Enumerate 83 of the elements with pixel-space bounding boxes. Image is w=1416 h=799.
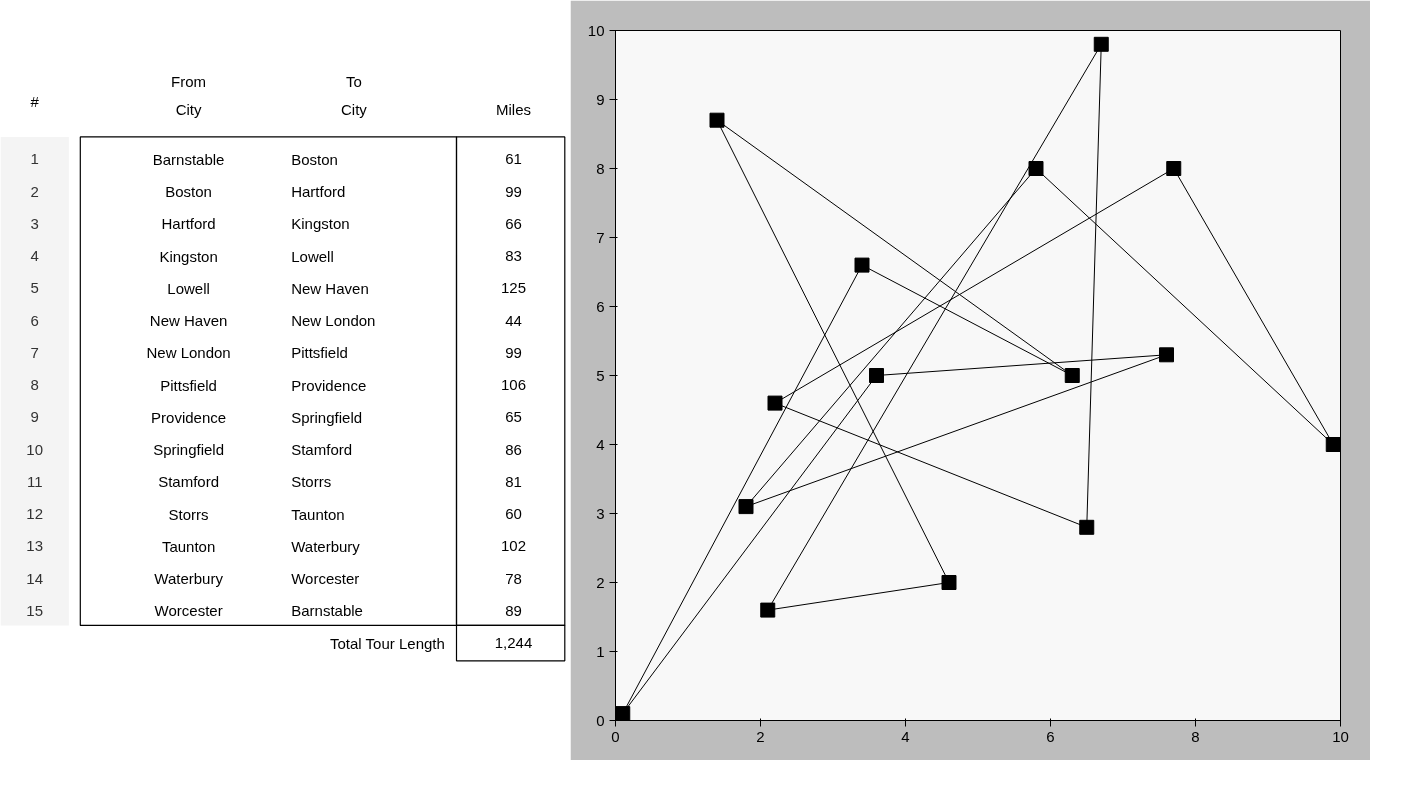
text: 65 [505,408,522,426]
x-tick-label: To City [340,73,368,118]
text: Providence [151,408,227,426]
y-tick-label: 6 [596,297,605,315]
text: Providence [291,376,367,394]
y-tick-label: 1 [596,642,605,660]
text: 1,244 [494,634,533,652]
y-tick-label: 5 [30,279,39,297]
text: 66 [505,214,522,232]
y-tick-label: 10 [587,21,605,39]
text: Pittsfield [291,344,348,362]
y-tick-label: 9 [30,408,39,426]
x-tick-label: 0 [611,727,620,745]
text: 81 [505,472,522,490]
y-tick-label: 8 [30,376,39,394]
y-tick-label: 8 [596,159,605,177]
text: New London [291,312,376,330]
y-tick-label: 2 [596,573,605,591]
text: Stamford [158,473,220,491]
text: Barnstable [152,150,225,168]
y-tick-label: 5 [596,366,605,384]
text: 60 [505,505,522,523]
text: Taunton [161,537,216,555]
y-tick-label: 12 [26,505,44,523]
text: 83 [505,247,522,265]
x-tick-label: 10 [1332,727,1349,745]
y-tick-label: 6 [30,311,39,329]
text: Barnstable [291,602,363,620]
text: Worcester [291,570,360,588]
x-tick-label: From City [171,73,207,118]
text: Storrs [291,473,332,491]
text: Springfield [291,408,363,426]
text: New Haven [291,279,369,297]
y-tick-label: 11 [26,472,43,490]
text: 61 [505,150,522,168]
y-tick-label: 4 [596,435,605,453]
text: 99 [505,182,522,200]
text: New Haven [149,312,228,330]
text: Stamford [291,441,353,459]
text: 125 [500,279,527,297]
y-tick-label: 1 [30,150,39,168]
text: Boston [165,183,212,201]
text: Worcester [154,602,223,620]
text: New London [146,344,231,362]
text: Waterbury [154,570,223,588]
y-tick-label: 10 [26,440,44,458]
text: 102 [500,537,527,555]
x-tick-label: 2 [756,727,765,745]
text: 86 [505,440,522,458]
text: 89 [505,601,522,619]
y-tick-label: 7 [596,228,605,246]
y-tick-label: 0 [596,711,605,729]
text: Hartford [161,215,216,233]
y-tick-label: 3 [596,504,605,522]
y-axis-title: # [30,92,40,110]
y-tick-label: 14 [26,569,44,587]
text: 99 [505,343,522,361]
text: Springfield [153,441,225,459]
y-tick-label: 9 [596,90,605,108]
text: Boston [291,150,338,168]
x-tick-label: 8 [1191,727,1200,745]
text: 44 [505,311,522,329]
y-tick-label: 7 [30,343,39,361]
text: 106 [500,376,527,394]
text: Hartford [291,183,346,201]
text: Taunton [291,505,345,523]
x-tick-label: Miles [496,100,532,118]
y-tick-label: 4 [30,247,39,265]
text: Total Tour Length [330,634,445,652]
text: Lowell [291,247,334,265]
x-tick-label: 6 [1046,727,1055,745]
text: Lowell [167,279,210,297]
y-tick-label: 15 [26,601,44,619]
y-tick-label: 13 [26,537,44,555]
y-tick-label: 3 [30,214,39,232]
text: Kingston [291,215,350,233]
x-tick-label: 4 [901,727,910,745]
text: Pittsfield [160,376,217,394]
text: 78 [505,569,522,587]
text: Storrs [168,505,209,523]
text: Kingston [159,247,218,265]
y-tick-label: 2 [30,182,39,200]
text: Waterbury [291,537,360,555]
